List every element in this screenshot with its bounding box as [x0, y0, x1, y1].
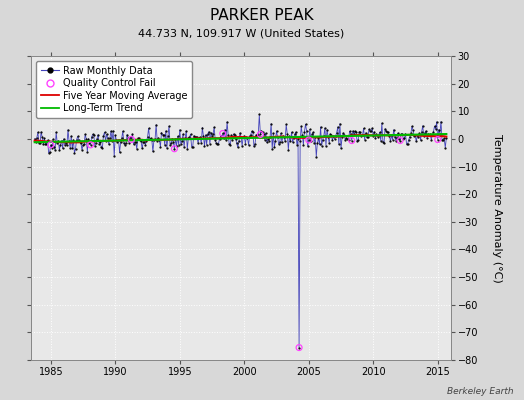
Point	[256, 131, 265, 138]
Point	[347, 137, 356, 144]
Point	[47, 142, 55, 148]
Point	[396, 137, 405, 144]
Point	[170, 146, 179, 152]
Y-axis label: Temperature Anomaly (°C): Temperature Anomaly (°C)	[492, 134, 502, 282]
Point	[295, 344, 303, 351]
Point	[433, 136, 442, 143]
Point	[86, 142, 95, 148]
Point	[219, 130, 227, 137]
Title: 44.733 N, 109.917 W (United States): 44.733 N, 109.917 W (United States)	[138, 28, 344, 38]
Point	[127, 136, 136, 143]
Legend: Raw Monthly Data, Quality Control Fail, Five Year Moving Average, Long-Term Tren: Raw Monthly Data, Quality Control Fail, …	[36, 61, 192, 118]
Point	[304, 137, 313, 143]
Text: PARKER PEAK: PARKER PEAK	[210, 8, 314, 23]
Text: Berkeley Earth: Berkeley Earth	[447, 387, 514, 396]
